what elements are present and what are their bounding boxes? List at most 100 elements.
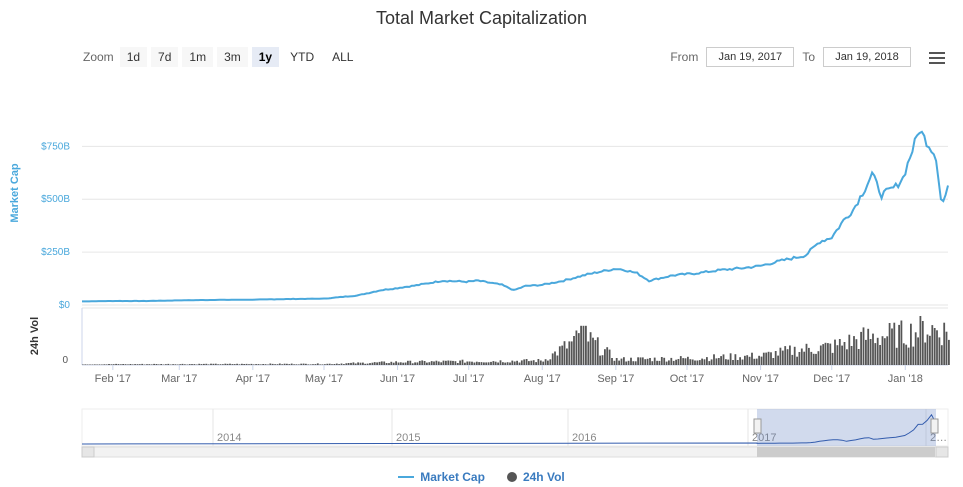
volume-bar bbox=[236, 363, 238, 365]
legend-item-volume[interactable]: 24h Vol bbox=[506, 470, 565, 484]
volume-bar bbox=[198, 363, 201, 365]
volume-bar bbox=[238, 364, 241, 365]
volume-bar bbox=[625, 361, 628, 365]
volume-bar bbox=[694, 360, 696, 365]
volume-bar bbox=[245, 363, 248, 365]
volume-bar bbox=[753, 358, 756, 365]
volume-bar bbox=[599, 355, 601, 365]
x-tick-label: Sep '17 bbox=[597, 373, 634, 385]
y-tick-label: $0 bbox=[59, 300, 71, 311]
volume-bar bbox=[819, 345, 822, 365]
volume-bar bbox=[865, 339, 867, 365]
volume-bar bbox=[855, 339, 858, 365]
volume-bar bbox=[207, 364, 210, 365]
volume-bar bbox=[580, 325, 582, 365]
volume-bar bbox=[857, 349, 860, 365]
volume-bar bbox=[136, 364, 139, 365]
volume-bar bbox=[606, 347, 609, 365]
zoom-all-button[interactable]: ALL bbox=[325, 47, 360, 67]
scrollbar-thumb[interactable] bbox=[757, 447, 935, 457]
scrollbar-right-arrow[interactable] bbox=[935, 446, 949, 458]
volume-bar bbox=[691, 359, 694, 365]
volume-bar bbox=[82, 364, 84, 365]
navigator-right-handle[interactable] bbox=[930, 418, 939, 434]
legend-item-market-cap[interactable]: Market Cap bbox=[398, 470, 485, 484]
volume-bar bbox=[354, 363, 357, 365]
x-tick-label: Jan '18 bbox=[888, 373, 923, 385]
volume-bar bbox=[468, 361, 471, 365]
volume-bar bbox=[407, 360, 409, 365]
from-date-input[interactable] bbox=[706, 47, 795, 67]
volume-bar bbox=[582, 325, 585, 365]
volume-bar bbox=[938, 337, 941, 365]
volume-bar bbox=[326, 363, 329, 365]
volume-bar bbox=[601, 355, 604, 365]
volume-bar bbox=[869, 339, 872, 365]
volume-bar bbox=[148, 364, 151, 365]
volume-bar bbox=[566, 348, 568, 365]
volume-bar bbox=[186, 364, 189, 365]
volume-bar bbox=[717, 358, 720, 365]
volume-bar bbox=[701, 358, 703, 365]
volume-bar bbox=[611, 358, 613, 365]
navigator-line bbox=[81, 413, 937, 445]
volume-bar bbox=[143, 364, 146, 365]
volume-bar bbox=[93, 364, 96, 365]
volume-bar bbox=[184, 364, 186, 365]
volume-bar bbox=[222, 364, 224, 365]
volume-bar bbox=[117, 364, 120, 365]
volume-bar bbox=[248, 364, 250, 365]
volume-bar bbox=[297, 364, 300, 365]
zoom-7d-button[interactable]: 7d bbox=[151, 47, 179, 67]
volume-bar bbox=[585, 325, 587, 365]
volume-bar bbox=[867, 328, 870, 365]
volume-bar bbox=[440, 362, 443, 365]
volume-bar bbox=[96, 364, 98, 365]
volume-bar bbox=[656, 360, 658, 365]
volume-bar bbox=[286, 363, 288, 365]
volume-bar bbox=[549, 359, 552, 365]
volume-bar bbox=[378, 361, 381, 365]
volume-bar bbox=[124, 364, 127, 365]
volume-bar bbox=[577, 333, 580, 365]
volume-bar bbox=[893, 322, 896, 365]
volume-bar bbox=[264, 364, 267, 365]
zoom-3m-button[interactable]: 3m bbox=[217, 47, 248, 67]
volume-bar bbox=[340, 363, 343, 365]
volume-bar bbox=[592, 337, 594, 365]
volume-bar bbox=[131, 364, 134, 365]
volume-bar bbox=[160, 364, 163, 365]
x-tick-label: Nov '17 bbox=[742, 373, 779, 385]
volume-bar bbox=[684, 358, 687, 365]
volume-bar bbox=[497, 362, 499, 365]
volume-bar bbox=[843, 342, 846, 365]
volume-bar bbox=[682, 358, 685, 365]
zoom-1m-button[interactable]: 1m bbox=[182, 47, 214, 67]
volume-bar bbox=[772, 358, 775, 365]
volume-bar bbox=[789, 345, 791, 365]
volume-bar bbox=[179, 364, 182, 365]
volume-bar bbox=[841, 345, 843, 365]
to-date-input[interactable] bbox=[823, 47, 911, 67]
volume-bar bbox=[141, 363, 144, 365]
zoom-1d-button[interactable]: 1d bbox=[119, 47, 148, 67]
zoom-1y-button[interactable]: 1y bbox=[251, 47, 280, 67]
volume-bar bbox=[153, 363, 155, 365]
scrollbar-left-arrow[interactable] bbox=[81, 446, 95, 458]
volume-bar bbox=[929, 335, 931, 365]
volume-bar bbox=[639, 357, 642, 365]
zoom-ytd-button[interactable]: YTD bbox=[283, 47, 321, 67]
x-tick-label: Oct '17 bbox=[670, 373, 705, 385]
volume-bar bbox=[243, 364, 246, 365]
volume-bar bbox=[110, 364, 113, 365]
volume-bar bbox=[383, 361, 386, 365]
volume-bar bbox=[634, 361, 637, 365]
volume-bar bbox=[613, 360, 616, 365]
volume-bar bbox=[423, 361, 426, 365]
volume-bar bbox=[402, 362, 405, 365]
volume-bar bbox=[663, 357, 666, 365]
navigator-left-handle[interactable] bbox=[753, 418, 762, 434]
volume-bar bbox=[945, 331, 948, 365]
volume-bar bbox=[791, 354, 794, 365]
hamburger-menu-icon[interactable] bbox=[929, 52, 945, 64]
